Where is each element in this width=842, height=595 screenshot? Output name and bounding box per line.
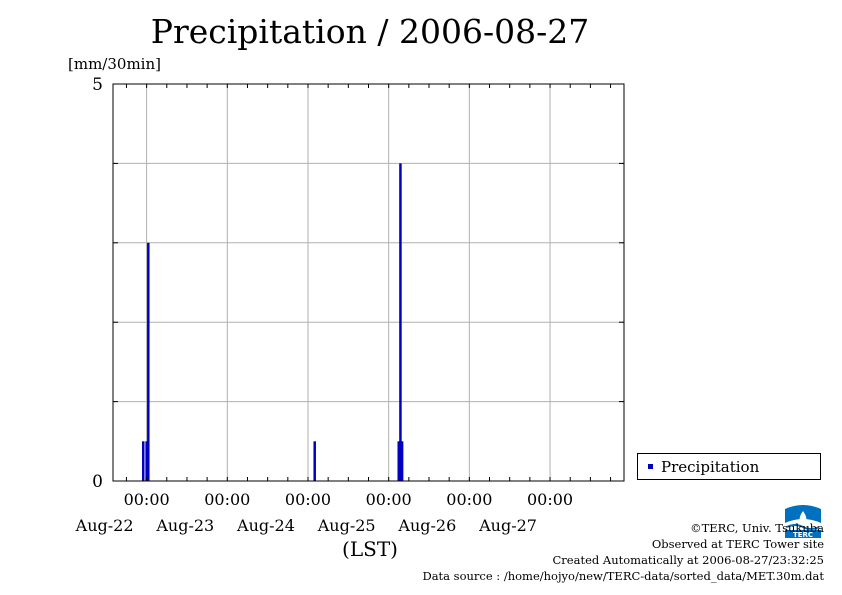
y-tick-label-0: 0	[92, 472, 103, 492]
bar-0-3	[313, 441, 316, 481]
bar-0-6	[400, 441, 404, 481]
x-tick-date-4: Aug-26	[397, 516, 456, 535]
terc-logo-icon: TERC	[783, 503, 823, 539]
bar-0-1	[145, 441, 148, 481]
bar-0-5	[399, 163, 402, 481]
x-tick-date-1: Aug-23	[155, 516, 214, 535]
x-tick-time-1: 00:00	[204, 490, 250, 509]
x-tick-time-0: 00:00	[124, 490, 170, 509]
x-axis-ticks: 00:00 Aug-22 00:00 Aug-23 00:00 Aug-24 00:00 Au…	[75, 490, 573, 535]
credit-site: Observed at TERC Tower site	[651, 537, 824, 551]
credit-created: Created Automatically at 2006-08-27/23:3…	[552, 553, 825, 567]
x-tick-date-5: Aug-27	[478, 516, 537, 535]
x-tick-time-2: 00:00	[285, 490, 331, 509]
x-tick-time-3: 00:00	[366, 490, 412, 509]
plot-frame	[112, 83, 625, 482]
x-tick-date-0: Aug-22	[75, 516, 134, 535]
credits-block: ©TERC, Univ. Tsukuba Observed at TERC To…	[422, 520, 824, 584]
x-axis-label: (LST)	[342, 537, 398, 561]
y-axis-ticks: 05	[92, 75, 103, 492]
x-tick-time-5: 00:00	[527, 490, 573, 509]
x-tick-time-4: 00:00	[446, 490, 492, 509]
y-axis-unit-label: [mm/30min]	[68, 55, 161, 73]
precipitation-bars	[142, 163, 404, 481]
bar-0-0	[142, 441, 145, 481]
plot-border	[112, 83, 625, 482]
y-tick-label-1: 5	[92, 75, 103, 95]
legend-label-precipitation: Precipitation	[661, 457, 760, 476]
legend-box: Precipitation	[637, 453, 821, 480]
bar-0-2	[147, 242, 150, 481]
chart-title: Precipitation / 2006-08-27	[150, 12, 590, 51]
svg-text:TERC: TERC	[793, 531, 813, 539]
x-tick-date-2: Aug-24	[236, 516, 295, 535]
credit-organization: ©TERC, Univ. Tsukuba	[690, 521, 824, 535]
bar-0-4	[397, 441, 401, 481]
credit-source: Data source : /home/hojyo/new/TERC-data/…	[422, 569, 824, 583]
legend-swatch-precipitation	[648, 464, 653, 469]
x-tick-date-3: Aug-25	[317, 516, 376, 535]
grid-lines	[113, 84, 624, 481]
